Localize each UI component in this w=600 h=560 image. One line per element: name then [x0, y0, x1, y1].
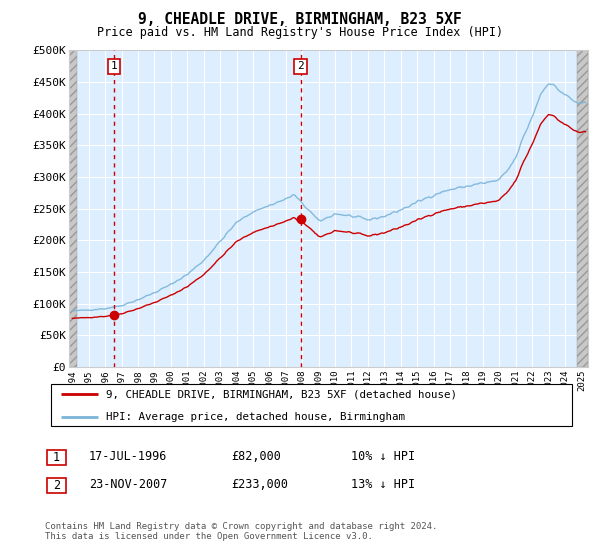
Text: 9, CHEADLE DRIVE, BIRMINGHAM, B23 5XF (detached house): 9, CHEADLE DRIVE, BIRMINGHAM, B23 5XF (d… [106, 389, 457, 399]
Text: 9, CHEADLE DRIVE, BIRMINGHAM, B23 5XF: 9, CHEADLE DRIVE, BIRMINGHAM, B23 5XF [138, 12, 462, 27]
FancyBboxPatch shape [47, 450, 66, 465]
Text: £233,000: £233,000 [231, 478, 288, 491]
Text: 10% ↓ HPI: 10% ↓ HPI [351, 450, 415, 463]
Text: Contains HM Land Registry data © Crown copyright and database right 2024.
This d: Contains HM Land Registry data © Crown c… [45, 522, 437, 542]
Text: HPI: Average price, detached house, Birmingham: HPI: Average price, detached house, Birm… [106, 412, 405, 422]
Text: 23-NOV-2007: 23-NOV-2007 [89, 478, 167, 491]
Bar [577, 50, 588, 367]
FancyBboxPatch shape [50, 384, 572, 426]
Text: 17-JUL-1996: 17-JUL-1996 [89, 450, 167, 463]
FancyBboxPatch shape [47, 478, 66, 493]
Text: 13% ↓ HPI: 13% ↓ HPI [351, 478, 415, 491]
Text: 2: 2 [53, 479, 60, 492]
Text: 1: 1 [110, 62, 118, 72]
Text: 2: 2 [297, 62, 304, 72]
Text: 1: 1 [53, 451, 60, 464]
Bar [69, 50, 77, 367]
Text: £82,000: £82,000 [231, 450, 281, 463]
Text: Price paid vs. HM Land Registry's House Price Index (HPI): Price paid vs. HM Land Registry's House … [97, 26, 503, 39]
